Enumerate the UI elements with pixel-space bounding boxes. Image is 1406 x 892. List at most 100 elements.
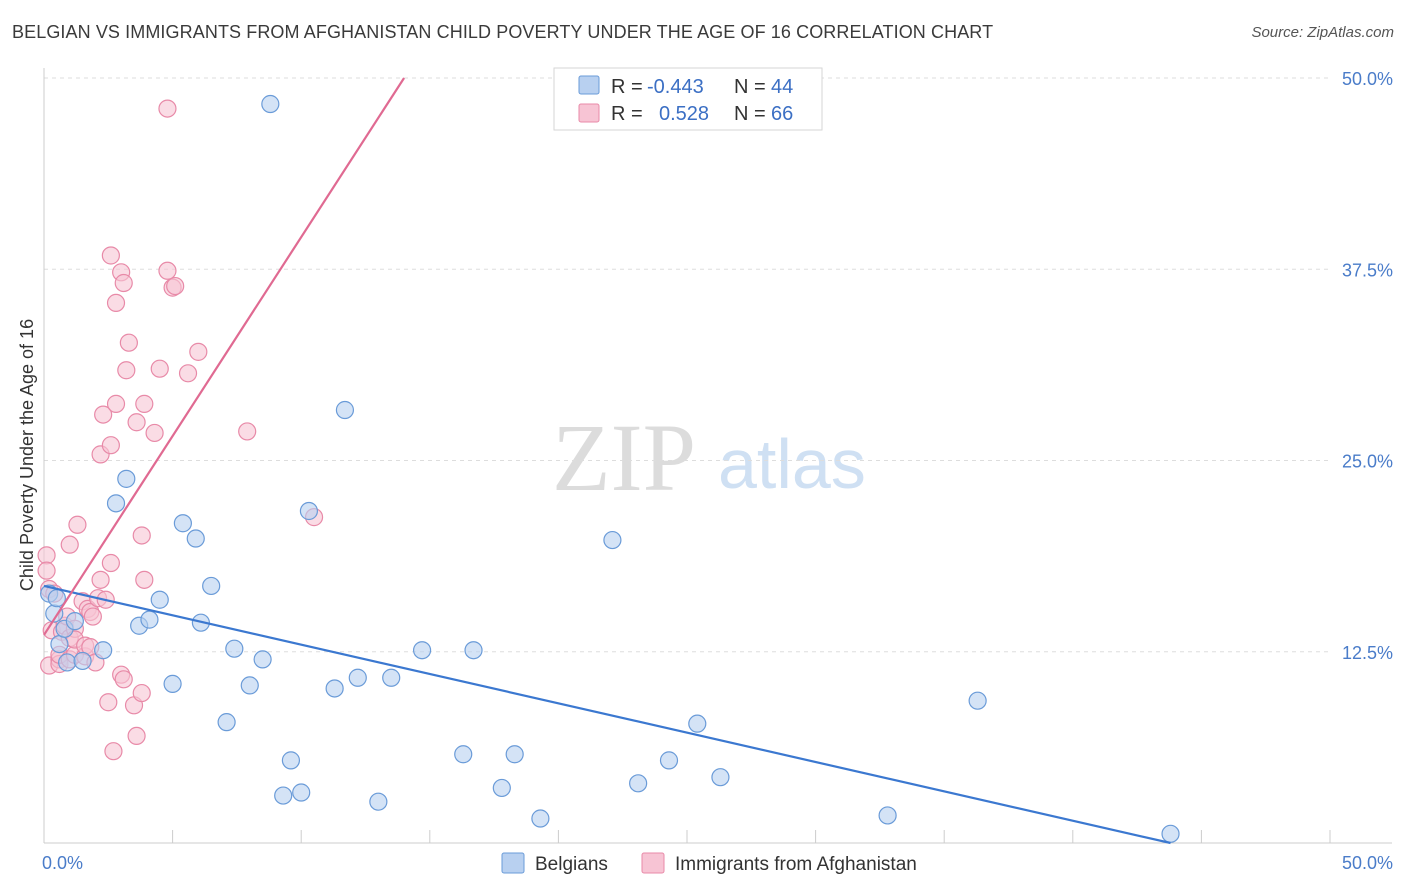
afghanistan-point-0 xyxy=(37,546,56,565)
bottom-legend-belgians: Belgians xyxy=(535,854,608,875)
belgians-point-31 xyxy=(369,792,388,811)
belgians-point-35 xyxy=(464,641,483,660)
afghanistan-point-44 xyxy=(119,333,138,352)
belgians-point-46 xyxy=(1161,824,1180,843)
legend-r-value-1: -0.443 xyxy=(647,76,704,98)
belgians-point-32 xyxy=(382,668,401,687)
afghanistan-point-28 xyxy=(91,570,110,589)
belgians-point-13 xyxy=(150,590,169,609)
belgians-point-26 xyxy=(292,783,311,802)
afghanistan-point-60 xyxy=(238,422,257,441)
trend-lines xyxy=(43,77,1171,845)
belgians-point-41 xyxy=(659,751,679,770)
belgians-point-3 xyxy=(50,634,69,654)
legend-r-label-1: R = xyxy=(611,76,643,98)
legend-r-value-2: 0.528 xyxy=(659,103,709,125)
belgians-point-6 xyxy=(65,612,84,631)
afghanistan-point-57 xyxy=(166,276,185,296)
tick-labels: 12.5% 25.0% 37.5% 50.0% 0.0% 50.0% xyxy=(42,69,1393,873)
belgians-point-28 xyxy=(325,679,344,698)
belgians-point-40 xyxy=(629,774,648,793)
legend-n-value-1: 44 xyxy=(771,76,793,98)
afghanistan-point-38 xyxy=(106,293,126,313)
belgians-point-38 xyxy=(531,809,550,828)
watermark-zip: ZIP xyxy=(552,404,696,511)
belgians-point-39 xyxy=(603,530,622,550)
belgians-point-24 xyxy=(274,786,293,805)
afghanistan-point-46 xyxy=(127,726,146,746)
bottom-legend-swatch-belgians xyxy=(501,852,525,874)
afghanistan-point-13 xyxy=(60,535,79,554)
afghanistan-point-47 xyxy=(127,413,146,432)
legend-r-label-2: R = xyxy=(611,103,643,125)
series-belgians-points xyxy=(40,94,1180,843)
belgians-point-12 xyxy=(140,610,159,629)
x-tick-label-1: 50.0% xyxy=(1342,853,1393,873)
afghanistan-point-51 xyxy=(135,570,154,589)
chart-title: BELGIAN VS IMMIGRANTS FROM AFGHANISTAN C… xyxy=(12,22,994,42)
watermark-atlas: atlas xyxy=(718,425,866,503)
bottom-legend-swatch-afghanistan xyxy=(641,852,665,874)
afghanistan-point-43 xyxy=(117,361,136,380)
source-credit: Source: ZipAtlas.com xyxy=(1251,24,1394,41)
afghanistan-point-59 xyxy=(189,342,208,361)
afghanistan-point-58 xyxy=(178,364,198,383)
afghanistan-point-54 xyxy=(158,99,177,118)
belgians-point-10 xyxy=(117,469,136,488)
belgians-point-15 xyxy=(173,514,192,533)
legend-swatch-belgians xyxy=(578,75,600,95)
y-tick-label-1: 25.0% xyxy=(1342,452,1393,472)
afghanistan-point-32 xyxy=(99,693,118,712)
belgians-point-20 xyxy=(225,639,244,658)
belgians-point-34 xyxy=(454,745,473,764)
belgians-point-8 xyxy=(94,641,113,660)
afghanistan-point-36 xyxy=(104,742,123,761)
belgians-point-37 xyxy=(505,745,524,764)
y-tick-label-0: 12.5% xyxy=(1342,643,1393,663)
afghanistan-point-33 xyxy=(101,246,120,265)
belgians-point-18 xyxy=(202,576,221,596)
afghanistan-point-41 xyxy=(114,670,133,689)
afghanistan-point-49 xyxy=(132,526,151,545)
legend-n-value-2: 66 xyxy=(771,103,793,125)
belgians-point-43 xyxy=(711,768,730,787)
legend-n-label-2: N = xyxy=(734,103,766,125)
afghanistan-point-50 xyxy=(135,394,154,413)
afghanistan-point-53 xyxy=(150,359,169,378)
legend-swatch-afghanistan xyxy=(578,103,600,123)
y-axis-title: Child Poverty Under the Age of 16 xyxy=(17,319,37,591)
belgians-point-16 xyxy=(186,529,205,548)
belgians-point-5 xyxy=(58,653,77,672)
belgians-point-29 xyxy=(335,400,355,420)
belgians-trend-line xyxy=(43,584,1171,845)
y-tick-label-2: 37.5% xyxy=(1342,260,1393,280)
belgians-point-27 xyxy=(299,501,319,521)
afghanistan-point-35 xyxy=(101,436,120,455)
belgians-point-14 xyxy=(163,674,182,693)
afghanistan-point-18 xyxy=(68,515,87,534)
afghanistan-point-25 xyxy=(83,607,102,626)
afghanistan-point-34 xyxy=(101,553,120,573)
belgians-point-44 xyxy=(878,806,897,825)
afghanistan-point-37 xyxy=(106,394,126,413)
grid-lines xyxy=(44,77,1330,653)
belgians-point-30 xyxy=(348,668,367,687)
stats-legend: R = -0.443 N = 44 R = 0.528 N = 66 xyxy=(553,67,823,131)
afghanistan-point-48 xyxy=(132,683,151,703)
afghanistan-point-1 xyxy=(37,561,56,580)
x-tick-label-0: 0.0% xyxy=(42,853,83,873)
afghanistan-point-55 xyxy=(158,261,177,280)
afghanistan-point-52 xyxy=(145,423,164,443)
belgians-point-21 xyxy=(240,676,259,695)
belgians-point-22 xyxy=(253,650,272,669)
belgians-point-25 xyxy=(281,751,301,770)
afghanistan-point-42 xyxy=(114,273,133,293)
bottom-legend: Belgians Immigrants from Afghanistan xyxy=(501,852,917,875)
belgians-point-45 xyxy=(968,691,987,710)
belgians-point-36 xyxy=(492,778,511,798)
afghanistan-point-30 xyxy=(94,405,113,424)
belgians-point-33 xyxy=(412,641,432,660)
y-tick-label-3: 50.0% xyxy=(1342,69,1393,89)
legend-n-label-1: N = xyxy=(734,76,766,98)
